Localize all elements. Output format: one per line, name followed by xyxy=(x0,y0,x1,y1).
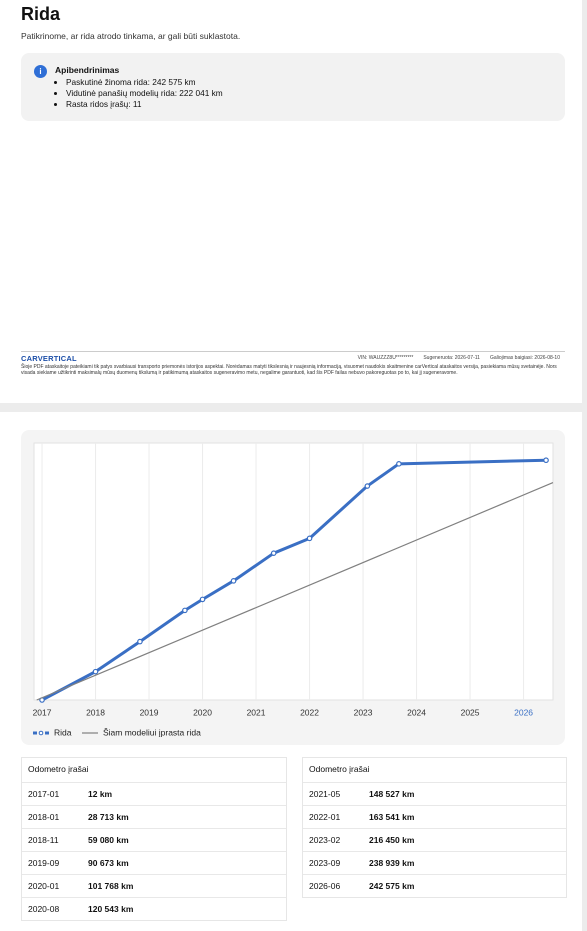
x-tick-label: 2021 xyxy=(247,707,266,717)
summary-item: Rasta ridos įrašų: 11 xyxy=(66,99,223,110)
date: 2023-02 xyxy=(309,835,341,845)
table-row: 2023-09 238 939 km xyxy=(303,851,566,874)
x-tick-label: 2018 xyxy=(86,707,105,717)
point xyxy=(396,461,402,467)
title: Rida xyxy=(21,4,61,24)
date: 2020-08 xyxy=(28,904,60,914)
mileage: 59 080 km xyxy=(88,835,129,845)
brand-logo: CARVERTICAL xyxy=(21,354,77,363)
table-row: 2019-09 90 673 km xyxy=(22,851,286,874)
point xyxy=(182,607,188,614)
date: 2018-11 xyxy=(28,835,59,845)
point xyxy=(230,578,237,584)
date: 2020-01 xyxy=(28,881,60,891)
generated: Sugeneruota: 2026-07-11 xyxy=(423,355,480,361)
table-row: 2018-01 28 713 km xyxy=(22,805,286,828)
mileage: 120 543 km xyxy=(88,904,134,914)
subtitle: Patikrinome, ar rida atrodo tinkama, ar … xyxy=(21,31,241,41)
summary-box: i Apibendrinimas Paskutinė žinoma rida: … xyxy=(21,53,565,121)
x-tick-label: 2024 xyxy=(407,707,426,717)
point xyxy=(364,483,371,489)
point xyxy=(199,596,206,603)
mileage: 101 768 km xyxy=(88,881,134,891)
x-tick-label: 2019 xyxy=(140,707,159,717)
date: 2023-09 xyxy=(309,858,341,868)
date: 2017-01 xyxy=(28,789,60,799)
summary-item: Vidutinė panašių modelių rida: 222 041 k… xyxy=(66,88,223,99)
summary-list: Paskutinė žinoma rida: 242 575 kmVidutin… xyxy=(55,77,223,110)
odometer-table: Odometro įrašai 2021-05 148 527 km 2022-01 1… xyxy=(302,757,567,898)
table-row: 2021-05 148 527 km xyxy=(303,782,566,805)
x-tick-label: 2023 xyxy=(354,707,373,717)
summary-title: Apibendrinimas xyxy=(55,65,120,75)
disclaimer: Šioje PDF ataskaitoje pateikiami tik pat… xyxy=(21,364,557,376)
divider xyxy=(21,351,565,352)
legend-label: Šiam modeliui įprasta rida xyxy=(103,727,201,737)
date: 2018-01 xyxy=(28,812,60,822)
point xyxy=(92,668,99,675)
legend-label: Rida xyxy=(54,727,72,737)
report-meta: VIN: WAUZZZ8U********* Sugeneruota: 2026… xyxy=(358,355,560,361)
mileage: 238 939 km xyxy=(369,858,415,868)
mileage: 242 575 km xyxy=(369,881,415,891)
point xyxy=(306,535,313,542)
plot-area xyxy=(33,442,554,701)
mileage: 163 541 km xyxy=(369,812,415,822)
table-row: 2026-06 242 575 km xyxy=(303,874,566,897)
date: 2026-06 xyxy=(309,881,341,891)
legend-swatch xyxy=(38,730,44,736)
info-icon: i xyxy=(34,65,47,78)
point xyxy=(270,550,277,556)
mileage: 28 713 km xyxy=(88,812,129,822)
table-title: Odometro įrašai xyxy=(28,764,89,774)
x-tick-label: 2025 xyxy=(461,707,480,717)
x-tick-label: 2020 xyxy=(193,707,212,717)
odometer-table: Odometro įrašai 2017-01 12 km 2018-01 28 713… xyxy=(21,757,287,921)
table-row: 2018-11 59 080 km xyxy=(22,828,286,851)
line xyxy=(36,481,554,701)
date: 2019-09 xyxy=(28,858,60,868)
expires: Galiojimas baigiasi: 2026-08-10 xyxy=(489,355,560,361)
x-tick-label: 2026 xyxy=(514,707,533,717)
x-tick-label: 2022 xyxy=(300,707,319,717)
table-row: 2020-08 120 543 km xyxy=(22,897,286,920)
table-title: Odometro įrašai xyxy=(309,764,370,774)
report-page: Rida Patikrinome, ar rida atrodo tinkama… xyxy=(0,0,582,403)
x-tick-label: 2017 xyxy=(33,707,52,717)
summary-item: Paskutinė žinoma rida: 242 575 km xyxy=(66,77,223,88)
table-row: 2020-01 101 768 km xyxy=(22,874,286,897)
mileage: 90 673 km xyxy=(88,858,129,868)
table-row: 2022-01 163 541 km xyxy=(303,805,566,828)
point xyxy=(543,457,549,464)
table-row: 2017-01 12 km xyxy=(22,782,286,805)
point xyxy=(137,638,143,645)
date: 2022-01 xyxy=(309,812,341,822)
mileage: 12 km xyxy=(88,789,113,799)
mileage: 148 527 km xyxy=(369,789,415,799)
mileage: 216 450 km xyxy=(369,835,415,845)
vin: VIN: WAUZZZ8U********* xyxy=(357,355,414,361)
table-row: 2023-02 216 450 km xyxy=(303,828,566,851)
date: 2021-05 xyxy=(309,789,341,799)
